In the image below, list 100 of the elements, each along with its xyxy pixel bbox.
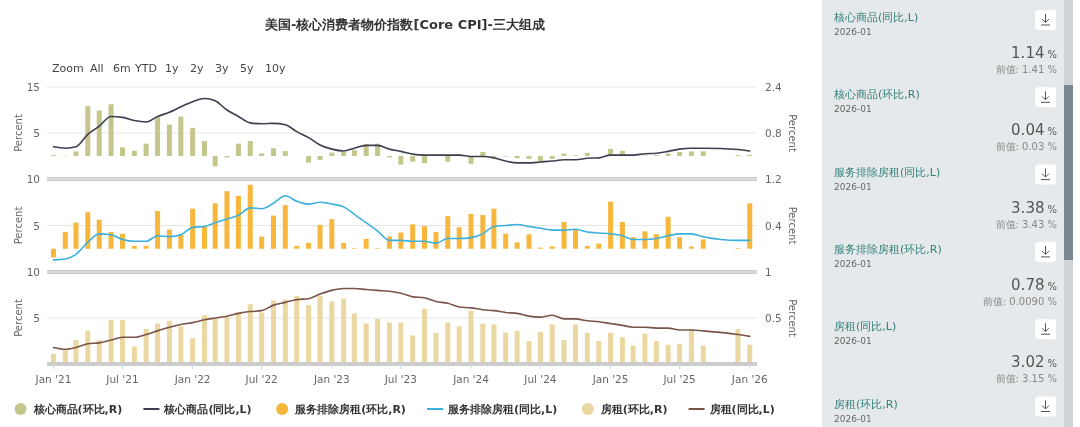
y2-tick-label: 0.8 xyxy=(765,127,782,139)
y2-axis-title: Percent xyxy=(787,299,798,337)
bar xyxy=(224,317,230,364)
text: 3.02 % xyxy=(1011,353,1057,372)
bar xyxy=(351,313,357,364)
bar xyxy=(514,242,520,249)
bar xyxy=(573,324,578,364)
bar xyxy=(271,148,276,156)
bar xyxy=(317,156,323,161)
x-tick-label: Jul '24 xyxy=(523,373,557,385)
bar xyxy=(108,319,114,364)
y-axis-title: Percent xyxy=(13,114,24,152)
text: 2026-01 xyxy=(834,181,872,192)
bar xyxy=(212,318,218,364)
text: 0.04 % xyxy=(1011,121,1057,140)
x-tick-label: Jan '24 xyxy=(452,373,490,385)
y-tick-label: 10 xyxy=(26,173,40,185)
bar xyxy=(282,299,288,364)
legend-label: 核心商品(环比,R) xyxy=(32,403,123,416)
bar xyxy=(294,295,300,364)
bar xyxy=(584,332,590,364)
bar xyxy=(166,320,172,364)
bar xyxy=(503,332,509,364)
bar xyxy=(351,150,357,156)
bar xyxy=(96,110,102,156)
x-tick-label: Jan '22 xyxy=(173,373,211,385)
bar xyxy=(677,237,683,249)
bar xyxy=(73,151,79,156)
bar xyxy=(456,227,462,249)
bar xyxy=(190,208,196,249)
bar xyxy=(688,151,694,156)
bar xyxy=(653,341,659,364)
x-tick-label: Jan '26 xyxy=(730,373,768,385)
bar xyxy=(190,338,196,364)
y2-tick-label: 0.5 xyxy=(765,312,782,324)
bar xyxy=(363,144,369,156)
bar xyxy=(491,324,497,364)
bar xyxy=(561,222,567,249)
bar xyxy=(549,246,555,249)
bar xyxy=(422,308,427,364)
bar xyxy=(480,215,486,249)
text: All xyxy=(90,62,104,75)
bar xyxy=(549,156,555,159)
y-tick-label: 15 xyxy=(26,81,40,93)
bar xyxy=(306,156,312,163)
bar xyxy=(178,234,184,249)
bar xyxy=(155,210,161,249)
text: 前值: 3.15 % xyxy=(995,373,1057,385)
bar xyxy=(410,335,416,364)
bar xyxy=(120,147,125,156)
legend-label: 服务排除房租(环比,R) xyxy=(294,403,406,416)
bar xyxy=(422,156,427,164)
text: 服务排除房租(同比,L) xyxy=(834,165,941,179)
text: 核心商品(环比,R) xyxy=(833,88,920,102)
bar xyxy=(537,156,543,162)
bar xyxy=(201,315,207,364)
bar xyxy=(120,319,125,364)
text: 2026-01 xyxy=(834,27,872,37)
bar xyxy=(549,324,555,364)
bar xyxy=(96,219,102,249)
y-tick-label: 5 xyxy=(33,219,40,232)
y-axis-title: Percent xyxy=(13,299,24,337)
bar xyxy=(386,322,392,364)
bar xyxy=(271,300,276,364)
bar xyxy=(433,332,439,364)
legend-label: 房租(环比,R) xyxy=(599,403,668,416)
y2-axis-title: Percent xyxy=(787,206,798,245)
y-tick-label: 5 xyxy=(33,127,40,139)
bar xyxy=(201,141,207,156)
bar xyxy=(108,104,114,156)
bar xyxy=(131,245,137,249)
bar xyxy=(341,242,347,249)
bar xyxy=(456,326,462,364)
bar xyxy=(619,222,625,249)
bar xyxy=(143,245,149,249)
text: 5y xyxy=(240,62,254,75)
bar xyxy=(503,233,509,249)
bar xyxy=(398,156,404,165)
bar xyxy=(306,242,312,249)
x-tick-label: Jul '21 xyxy=(105,373,139,385)
bar xyxy=(201,226,207,249)
bar xyxy=(700,239,706,249)
text: 2026-01 xyxy=(834,413,872,424)
bar xyxy=(143,143,149,156)
y2-axis-title: Percent xyxy=(787,114,798,152)
line-series xyxy=(52,287,751,351)
legend-label: 核心商品(同比,L) xyxy=(163,403,252,416)
bar xyxy=(73,222,79,249)
bar xyxy=(375,318,381,364)
x-tick-label: Jul '25 xyxy=(662,373,696,385)
text: 6m xyxy=(113,62,131,75)
bar xyxy=(630,237,636,249)
bar xyxy=(259,312,265,364)
x-tick-label: Jan '23 xyxy=(312,373,350,385)
text: 2026-01 xyxy=(834,336,872,347)
bar xyxy=(247,304,253,364)
text: 3y xyxy=(215,62,229,75)
bar xyxy=(747,203,753,249)
bar xyxy=(398,232,404,249)
bar xyxy=(735,329,741,364)
